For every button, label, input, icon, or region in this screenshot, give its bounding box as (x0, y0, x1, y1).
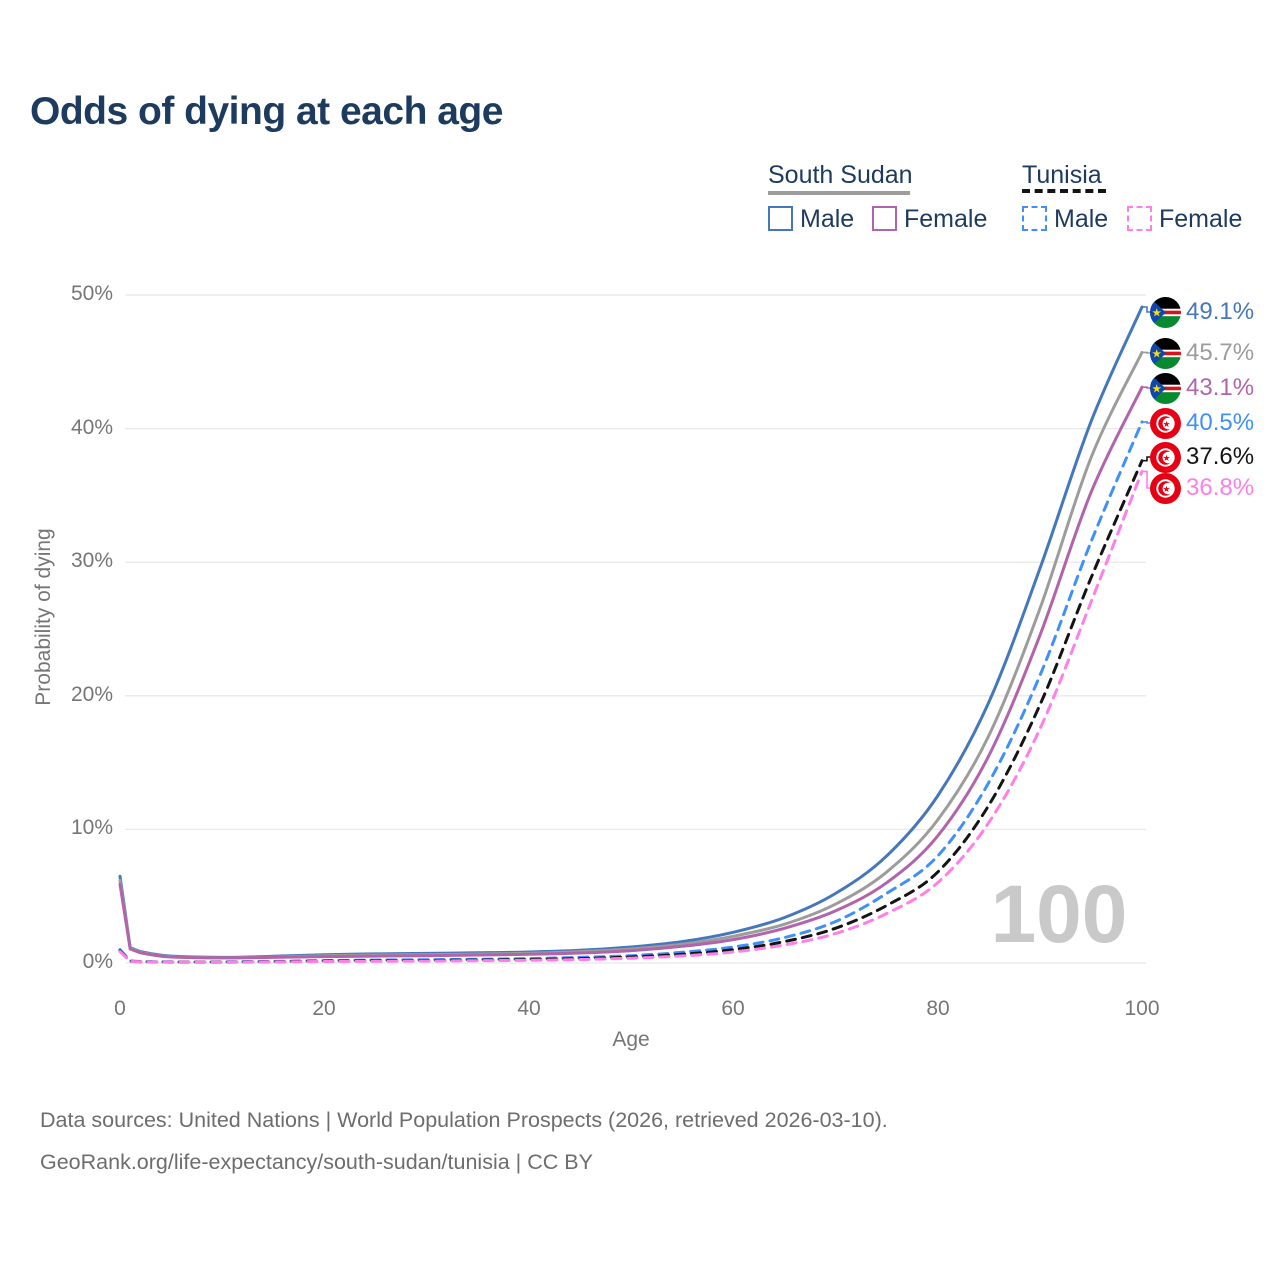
tunisia-flag-icon: ★ (1150, 407, 1181, 439)
end-label-value: 45.7% (1186, 339, 1255, 366)
x-tick-60: 60 (721, 997, 745, 1020)
y-tick-10: 10% (70, 816, 113, 839)
svg-text:★: ★ (1151, 382, 1161, 395)
end-label-value: 40.5% (1186, 409, 1255, 436)
y-tick-30: 30% (70, 549, 113, 572)
end-label-value: 49.1% (1186, 298, 1255, 325)
end-label-value: 36.8% (1186, 474, 1255, 501)
y-axis-title: Probability of dying (32, 528, 55, 706)
end-label-south-sudan-male: ★ 49.1% (1150, 296, 1254, 328)
legend-group-tunisia: Tunisia (1022, 161, 1102, 189)
page-title: Odds of dying at each age (30, 90, 503, 133)
end-label-tunisia-female: ★ 36.8% (1150, 472, 1254, 504)
south-sudan-flag-icon: ★ (1150, 296, 1181, 328)
x-tick-20: 20 (312, 997, 336, 1020)
svg-text:★: ★ (1151, 306, 1161, 319)
svg-text:★: ★ (1163, 453, 1171, 463)
series-line-south-sudan-both-sexes (118, 350, 1144, 960)
legend-swatch-tunisia-male[interactable] (1022, 206, 1047, 231)
legend-label-south-sudan-male[interactable]: Male (800, 205, 855, 233)
end-label-value: 37.6% (1186, 443, 1255, 470)
tunisia-flag-icon: ★ (1150, 441, 1181, 473)
legend-label-tunisia-female[interactable]: Female (1159, 205, 1243, 233)
legend-label-south-sudan-female[interactable]: Female (904, 205, 988, 233)
legend-swatch-south-sudan-male[interactable] (768, 206, 793, 231)
x-axis-title: Age (612, 1028, 650, 1051)
end-label-value: 43.1% (1186, 374, 1255, 401)
x-tick-100: 100 (1124, 997, 1160, 1020)
end-label-tunisia-male: ★ 40.5% (1150, 407, 1254, 439)
age-watermark: 100 (990, 869, 1128, 960)
x-tick-40: 40 (517, 997, 541, 1020)
legend-underline-tunisia (1022, 189, 1106, 193)
legend-label-tunisia-male[interactable]: Male (1054, 205, 1109, 233)
y-tick-20: 20% (70, 683, 113, 706)
data-sources-text: Data sources: United Nations | World Pop… (40, 1108, 888, 1132)
end-label-tunisia-both: ★ 37.6% (1150, 441, 1254, 473)
end-label-south-sudan-both: ★ 45.7% (1150, 337, 1254, 369)
south-sudan-flag-icon: ★ (1150, 337, 1181, 369)
svg-text:★: ★ (1163, 419, 1171, 429)
svg-text:★: ★ (1163, 484, 1171, 494)
tunisia-flag-icon: ★ (1150, 472, 1181, 504)
legend-swatch-south-sudan-female[interactable] (872, 206, 897, 231)
attribution-text: GeoRank.org/life-expectancy/south-sudan/… (40, 1150, 593, 1174)
y-tick-40: 40% (70, 416, 113, 439)
x-tick-80: 80 (926, 997, 950, 1020)
series-line-south-sudan-male (118, 305, 1144, 959)
legend-underline-south-sudan (768, 191, 910, 195)
x-tick-0: 0 (114, 997, 126, 1020)
svg-text:★: ★ (1151, 347, 1161, 360)
legend-group-south-sudan: South Sudan (768, 161, 913, 189)
end-label-south-sudan-female: ★ 43.1% (1150, 372, 1254, 404)
south-sudan-flag-icon: ★ (1150, 372, 1181, 404)
legend-swatch-tunisia-female[interactable] (1127, 206, 1152, 231)
y-tick-0: 0% (82, 950, 113, 973)
y-tick-50: 50% (70, 282, 113, 305)
